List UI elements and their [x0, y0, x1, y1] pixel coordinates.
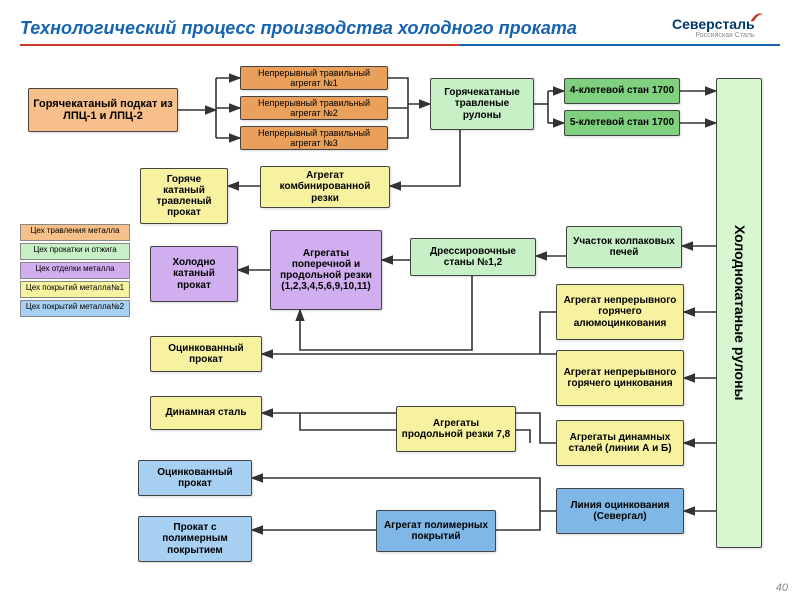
legend-item: Цех прокатки и отжига: [20, 243, 130, 260]
node-hot-galv: Агрегат непрерывного горячего цинкования: [556, 350, 684, 406]
node-pickle2: Непрерывный травильный агрегат №2: [240, 96, 388, 120]
legend-item: Цех травления металла: [20, 224, 130, 241]
node-cross-long-cut: Агрегаты поперечной и продольной резки (…: [270, 230, 382, 310]
node-galv2: Оцинкованный прокат: [138, 460, 252, 496]
logo: Северсталь Российская Сталь: [672, 16, 755, 39]
node-combi-cut: Агрегат комбинированной резки: [260, 166, 390, 208]
node-polymer-coat: Агрегат полимерных покрытий: [376, 510, 496, 552]
legend-item: Цех покрытий металла№1: [20, 281, 130, 298]
node-stan5: 5-клетевой стан 1700: [564, 110, 680, 136]
node-stan4: 4-клетевой стан 1700: [564, 78, 680, 104]
node-hot-pickled: Горячекатаные травленые рулоны: [430, 78, 534, 130]
node-cold-coils: Холоднокатаные рулоны: [716, 78, 762, 548]
legend-item: Цех покрытий металла№2: [20, 300, 130, 317]
node-pickle3: Непрерывный травильный агрегат №3: [240, 126, 388, 150]
node-severgal: Линия оцинкования (Севергал): [556, 488, 684, 534]
slide-title: Технологический процесс производства хол…: [20, 18, 577, 39]
divider: [460, 44, 780, 46]
node-dyn-lines: Агрегаты динамных сталей (линии А и Б): [556, 420, 684, 466]
node-cold-roll: Холодно катаный прокат: [150, 246, 238, 302]
node-bell-furnace: Участок колпаковых печей: [566, 226, 682, 268]
logo-main: Северсталь: [672, 16, 755, 32]
node-pickle1: Непрерывный травильный агрегат №1: [240, 66, 388, 90]
legend-item: Цех отделки металла: [20, 262, 130, 279]
node-hot-aluzinc: Агрегат непрерывного горячего алюмоцинко…: [556, 284, 684, 340]
divider: [20, 44, 460, 46]
node-galv-prod: Оцинкованный прокат: [150, 336, 262, 372]
node-hot-pickled-roll: Горяче катаный травленый прокат: [140, 168, 228, 224]
node-polymer-coat-prod: Прокат с полимерным покрытием: [138, 516, 252, 562]
slide-number: 40: [776, 582, 788, 594]
node-long-cut78: Агрегаты продольной резки 7,8: [396, 406, 516, 452]
node-temper: Дрессировочные станы №1,2: [410, 238, 536, 276]
slide-canvas: { "title":{"text":"Технологический проце…: [0, 0, 800, 600]
logo-sub: Российская Сталь: [672, 32, 755, 39]
node-hot-roll-src: Горячекатаный подкат из ЛПЦ-1 и ЛПЦ-2: [28, 88, 178, 132]
node-dynamo: Динамная сталь: [150, 396, 262, 430]
